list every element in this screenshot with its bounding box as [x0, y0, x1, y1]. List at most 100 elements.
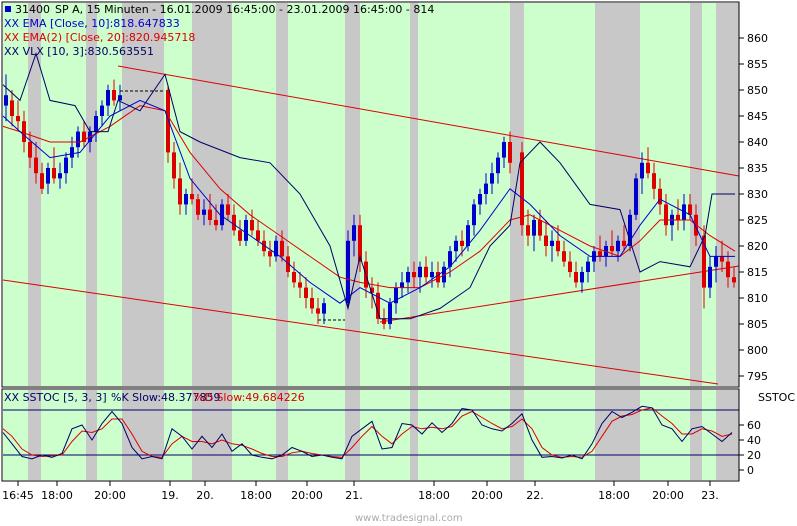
session-band [345, 3, 360, 386]
oscillator-k-text: %K Slow:48.377859 [111, 391, 221, 404]
candle [544, 220, 548, 257]
candle [166, 84, 170, 163]
price-panel[interactable] [2, 51, 740, 385]
candle [490, 162, 494, 194]
session-band [595, 3, 640, 386]
session-band [28, 3, 41, 386]
time-tick-label: 20:00 [291, 489, 323, 502]
candle [640, 152, 644, 194]
price-tick-label: 825 [747, 214, 768, 227]
price-tick-label: 815 [747, 266, 768, 279]
candle [298, 272, 302, 298]
candle [184, 188, 188, 215]
session-band [418, 390, 510, 480]
session-band [86, 390, 97, 480]
session-band [360, 390, 410, 480]
oscillator-tick-label: 40 [747, 434, 761, 447]
candle [322, 298, 326, 324]
candle [726, 251, 730, 288]
session-band [122, 3, 164, 386]
session-band [3, 3, 28, 386]
session-band [192, 390, 232, 480]
oscillator-title: XX SSTOC [5, 3, 3] [4, 391, 107, 404]
time-tick-label: 18:00 [598, 489, 630, 502]
candle [658, 178, 662, 215]
candle [112, 79, 116, 106]
oscillator-legend: XX SSTOC [5, 3, 3] %K Slow:48.377859 %D … [4, 391, 305, 404]
price-axis: 860 855 850 845 840 835 830 825 820 815 810 805 800 7… [739, 32, 768, 383]
time-axis: 16:45 18:00 20:00 19. 20. 18:00 20:00 21. 18:00 2… [2, 481, 719, 502]
trend-line [117, 65, 740, 177]
session-band [86, 3, 97, 386]
session-band [3, 390, 28, 480]
candlestick-series [4, 74, 736, 330]
time-tick-label: 18:00 [41, 489, 73, 502]
oscillator-lines [2, 405, 739, 460]
candle [610, 230, 614, 257]
trend-channel-lines [2, 65, 740, 385]
candle [472, 199, 476, 236]
session-band [595, 390, 640, 480]
candle [58, 162, 62, 189]
candle [406, 266, 410, 293]
time-tick-label: 23. [701, 489, 719, 502]
candle [652, 162, 656, 200]
candle [40, 162, 44, 194]
session-band [97, 3, 122, 386]
candle [190, 178, 194, 205]
candle [376, 282, 380, 324]
session-band [690, 390, 702, 480]
legend-vlx: XX VLX [10, 3]:830.563551 [4, 45, 154, 58]
ema20-line [2, 105, 736, 289]
time-tick-label: 20. [196, 489, 214, 502]
candle [358, 214, 362, 272]
oscillator-panel[interactable] [2, 405, 739, 460]
candle [616, 235, 620, 262]
session-band [28, 390, 41, 480]
candle [82, 121, 86, 148]
candle [286, 246, 290, 278]
session-band [288, 390, 345, 480]
candle [100, 100, 104, 127]
candle [646, 147, 650, 179]
candle [562, 240, 566, 267]
candle [732, 266, 736, 288]
indicator-lines [2, 51, 736, 320]
price-tick-label: 805 [747, 318, 768, 331]
candle [586, 256, 590, 283]
session-band [122, 390, 164, 480]
candle [412, 261, 416, 288]
price-tick-label: 850 [747, 84, 768, 97]
session-band [164, 390, 192, 480]
candle [250, 209, 254, 236]
candle [94, 110, 98, 142]
vlx-line [2, 51, 735, 320]
candle [28, 131, 32, 168]
session-band [524, 3, 595, 386]
candle [478, 188, 482, 215]
price-tick-label: 820 [747, 240, 768, 253]
session-band [41, 3, 86, 386]
candle [430, 261, 434, 288]
price-tick-label: 835 [747, 162, 768, 175]
price-panel-background [3, 3, 739, 386]
session-band [524, 390, 595, 480]
candle [708, 256, 712, 298]
candle [424, 256, 428, 283]
candle [34, 142, 38, 184]
price-tick-label: 855 [747, 58, 768, 71]
price-tick-label: 845 [747, 110, 768, 123]
session-band [97, 390, 122, 480]
candle [352, 214, 356, 257]
candle [106, 84, 110, 116]
session-band [702, 3, 716, 386]
oscillator-axis-label: SSTOC [758, 391, 795, 404]
candle [118, 84, 122, 111]
candle [214, 204, 218, 231]
candle [238, 220, 242, 246]
session-band [702, 390, 716, 480]
candle [316, 298, 320, 324]
candle [226, 194, 230, 220]
candle [520, 142, 524, 236]
